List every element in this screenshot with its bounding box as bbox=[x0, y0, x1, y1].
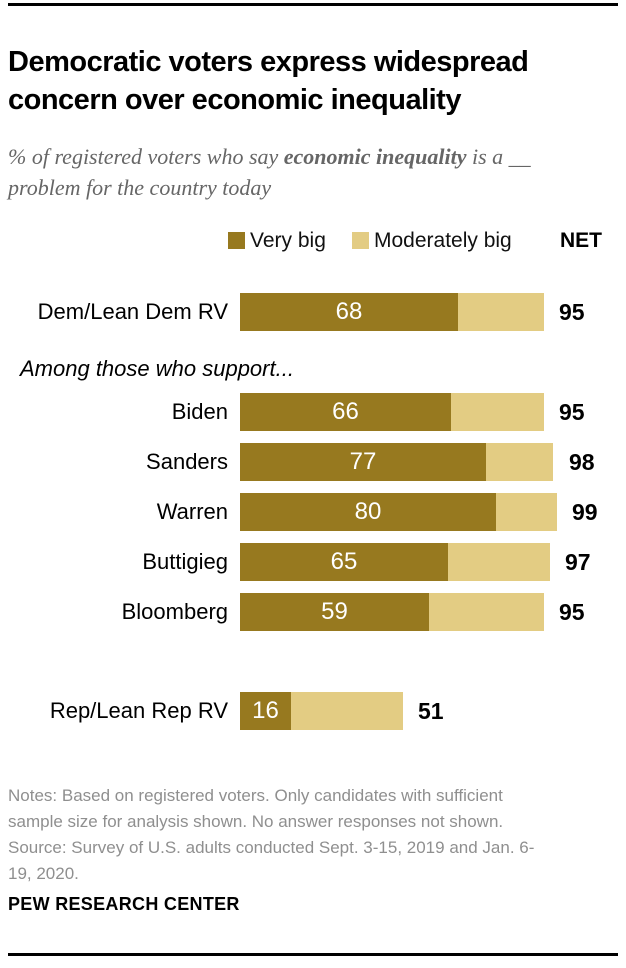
legend-very-big-swatch bbox=[228, 232, 245, 249]
very-big-segment: 59 bbox=[240, 593, 429, 631]
footnotes: Notes: Based on registered voters. Only … bbox=[8, 783, 556, 887]
row-label: Bloomberg bbox=[121, 599, 228, 624]
very-big-value: 59 bbox=[321, 598, 348, 625]
chart-title: Democratic voters express widespread con… bbox=[8, 46, 529, 117]
moderately-big-segment bbox=[429, 593, 544, 631]
top-rule bbox=[8, 3, 618, 6]
subtitle-suffix: is a __ problem for the country today bbox=[8, 144, 531, 200]
legend-moderately-big-label: Moderately big bbox=[374, 229, 512, 252]
stacked-bar: 77 bbox=[240, 443, 553, 481]
very-big-segment: 66 bbox=[240, 393, 451, 431]
stacked-bar: 59 bbox=[240, 593, 544, 631]
very-big-segment: 65 bbox=[240, 543, 448, 581]
source-text: Source: Survey of U.S. adults conducted … bbox=[8, 838, 535, 883]
net-value: 95 bbox=[559, 599, 585, 625]
very-big-segment: 68 bbox=[240, 293, 458, 331]
subtitle-prefix: % of registered voters who say bbox=[8, 144, 284, 169]
row-label: Sanders bbox=[146, 449, 228, 474]
moderately-big-segment bbox=[458, 293, 544, 331]
moderately-big-segment bbox=[451, 393, 544, 431]
legend-very-big-label: Very big bbox=[250, 229, 326, 252]
row-label: Buttigieg bbox=[142, 549, 228, 574]
stacked-bar: 80 bbox=[240, 493, 557, 531]
net-column-header: NET bbox=[560, 229, 602, 252]
very-big-segment: 80 bbox=[240, 493, 496, 531]
brand-name: PEW RESEARCH CENTER bbox=[8, 894, 240, 914]
very-big-segment: 77 bbox=[240, 443, 486, 481]
notes-text: Notes: Based on registered voters. Only … bbox=[8, 786, 504, 831]
net-value: 51 bbox=[418, 698, 444, 724]
very-big-segment: 16 bbox=[240, 692, 291, 730]
very-big-value: 77 bbox=[349, 448, 377, 475]
row-label: Warren bbox=[156, 499, 228, 524]
very-big-value: 66 bbox=[332, 398, 359, 425]
net-value: 99 bbox=[572, 499, 598, 525]
moderately-big-segment bbox=[486, 443, 553, 481]
legend-moderately-big-swatch bbox=[352, 232, 369, 249]
moderately-big-segment bbox=[496, 493, 557, 531]
very-big-value: 80 bbox=[354, 498, 382, 525]
row-label: Dem/Lean Dem RV bbox=[37, 299, 228, 324]
very-big-value: 65 bbox=[330, 548, 358, 575]
net-value: 95 bbox=[559, 299, 585, 325]
row-label: Rep/Lean Rep RV bbox=[49, 698, 228, 723]
net-value: 95 bbox=[559, 399, 585, 425]
stacked-bar: 16 bbox=[240, 692, 403, 730]
stacked-bar: 66 bbox=[240, 393, 544, 431]
net-value: 97 bbox=[565, 549, 591, 575]
very-big-value: 16 bbox=[252, 697, 279, 724]
chart-subtitle: % of registered voters who say economic … bbox=[8, 141, 560, 203]
stacked-bar: 65 bbox=[240, 543, 550, 581]
row-label: Biden bbox=[171, 399, 228, 424]
moderately-big-segment bbox=[448, 543, 550, 581]
bottom-rule bbox=[8, 953, 618, 956]
section-label: Among those who support... bbox=[20, 356, 294, 381]
net-value: 98 bbox=[569, 449, 595, 475]
stacked-bar: 68 bbox=[240, 293, 544, 331]
moderately-big-segment bbox=[291, 692, 403, 730]
subtitle-emphasis: economic inequality bbox=[283, 144, 467, 169]
very-big-value: 68 bbox=[335, 298, 363, 325]
